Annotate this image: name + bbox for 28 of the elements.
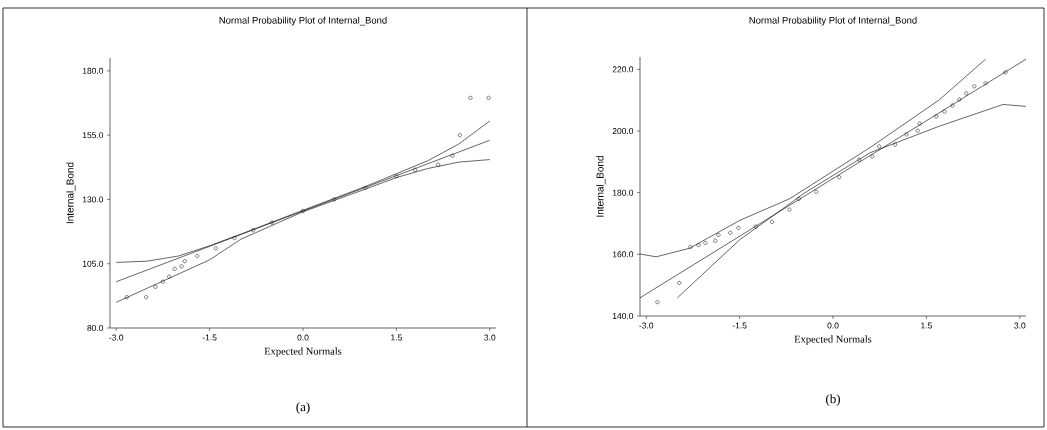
y-tick-label: 200.0 — [612, 128, 634, 134]
y-tick-label: 80.0 — [87, 325, 104, 331]
x-tick-label: 0.0 — [827, 322, 839, 329]
y-tick-label: 220.0 — [612, 66, 634, 73]
y-tick-label: 130.0 — [82, 196, 104, 203]
x-tick-label: -3.0 — [109, 334, 124, 341]
x-tick-label: 1.5 — [921, 322, 932, 329]
text: (b) — [826, 394, 840, 406]
x-tick-label: 0.0 — [297, 334, 309, 341]
y-tick-label: 105.0 — [82, 260, 104, 267]
x-axis-title: Expected Normals — [264, 347, 342, 357]
y-tick-label: 160.0 — [612, 251, 634, 258]
x-tick-label: 3.0 — [1014, 322, 1026, 329]
y-axis-title: Internal_Bond — [596, 156, 606, 217]
x-axis-title: Expected Normals — [794, 335, 872, 345]
text: (a) — [296, 402, 310, 414]
chart-title: Normal Probability Plot of Internal_Bond — [749, 16, 917, 26]
x-tick-label: -1.5 — [202, 334, 217, 341]
x-tick-label: -3.0 — [639, 322, 654, 329]
y-axis-title: Internal_Bond — [66, 162, 76, 224]
y-tick-label: 180.0 — [612, 189, 634, 196]
chart-title: Normal Probability Plot of Internal_Bond — [219, 16, 387, 26]
x-tick-label: 1.5 — [391, 334, 402, 341]
y-tick-label: 155.0 — [82, 132, 104, 139]
x-tick-label: -1.5 — [732, 322, 747, 329]
y-tick-label: 140.0 — [612, 313, 634, 319]
x-tick-label: 3.0 — [484, 334, 496, 341]
y-tick-label: 180.0 — [82, 67, 104, 74]
